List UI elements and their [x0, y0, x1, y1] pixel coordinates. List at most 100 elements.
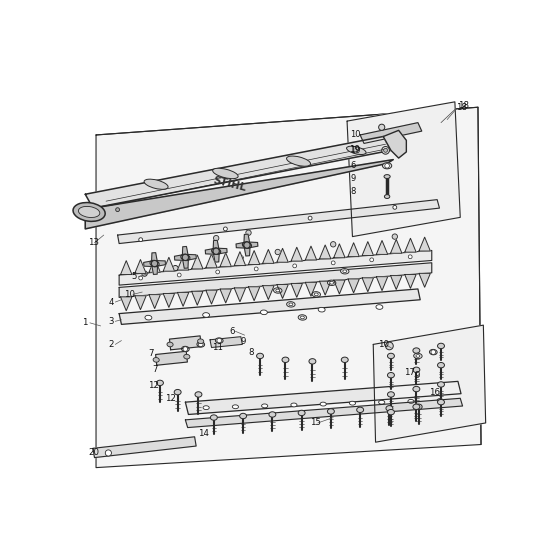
- Text: 4: 4: [109, 297, 114, 306]
- Text: 7: 7: [148, 349, 154, 358]
- Ellipse shape: [145, 315, 152, 320]
- Ellipse shape: [289, 303, 293, 306]
- Ellipse shape: [382, 162, 392, 169]
- Text: 5: 5: [132, 272, 137, 281]
- Polygon shape: [185, 381, 461, 414]
- Ellipse shape: [287, 156, 311, 166]
- Polygon shape: [419, 237, 430, 251]
- Circle shape: [172, 265, 178, 271]
- Polygon shape: [135, 296, 146, 310]
- Circle shape: [216, 270, 220, 274]
- Ellipse shape: [379, 400, 385, 404]
- Polygon shape: [206, 290, 217, 304]
- Ellipse shape: [198, 339, 204, 344]
- Polygon shape: [405, 239, 416, 252]
- Polygon shape: [120, 297, 132, 311]
- Text: 19: 19: [350, 146, 361, 155]
- Polygon shape: [383, 130, 407, 158]
- Polygon shape: [244, 245, 250, 256]
- Ellipse shape: [388, 353, 394, 358]
- Polygon shape: [405, 274, 416, 288]
- Polygon shape: [210, 337, 242, 347]
- Ellipse shape: [414, 353, 422, 358]
- Polygon shape: [85, 160, 393, 229]
- Ellipse shape: [341, 357, 348, 362]
- Polygon shape: [348, 279, 360, 293]
- Polygon shape: [236, 242, 247, 248]
- Circle shape: [385, 342, 393, 350]
- Polygon shape: [185, 398, 463, 428]
- Ellipse shape: [328, 280, 336, 286]
- Ellipse shape: [388, 372, 394, 378]
- Text: 7: 7: [152, 365, 158, 374]
- Circle shape: [332, 261, 335, 265]
- Ellipse shape: [167, 342, 173, 347]
- Ellipse shape: [349, 402, 356, 405]
- Text: 10: 10: [124, 290, 135, 299]
- Polygon shape: [192, 291, 203, 305]
- Polygon shape: [244, 234, 250, 245]
- Polygon shape: [347, 102, 460, 237]
- Text: 13: 13: [88, 238, 99, 248]
- Ellipse shape: [413, 348, 420, 353]
- Text: 18: 18: [456, 102, 468, 112]
- Polygon shape: [206, 248, 216, 254]
- Polygon shape: [320, 281, 331, 295]
- Circle shape: [379, 124, 385, 130]
- Text: 6: 6: [229, 327, 235, 336]
- Circle shape: [151, 260, 158, 267]
- Circle shape: [293, 264, 297, 268]
- Polygon shape: [220, 289, 231, 303]
- Polygon shape: [183, 246, 188, 258]
- Ellipse shape: [203, 312, 209, 318]
- Ellipse shape: [376, 305, 383, 309]
- Ellipse shape: [197, 342, 204, 347]
- Ellipse shape: [276, 289, 279, 292]
- Polygon shape: [192, 255, 203, 269]
- Ellipse shape: [240, 413, 246, 419]
- Polygon shape: [206, 254, 217, 268]
- Ellipse shape: [144, 179, 168, 189]
- Polygon shape: [419, 273, 430, 287]
- Ellipse shape: [181, 346, 189, 352]
- Circle shape: [139, 238, 143, 241]
- Ellipse shape: [437, 343, 445, 349]
- Text: 1: 1: [82, 318, 88, 328]
- Text: 12: 12: [165, 394, 176, 403]
- Ellipse shape: [388, 392, 394, 397]
- Ellipse shape: [262, 404, 268, 408]
- Polygon shape: [334, 244, 345, 258]
- Text: 11: 11: [212, 343, 222, 352]
- Polygon shape: [390, 276, 402, 290]
- Ellipse shape: [413, 386, 420, 392]
- Polygon shape: [362, 278, 374, 292]
- Text: 18: 18: [458, 101, 469, 110]
- Text: 2: 2: [109, 340, 114, 349]
- Circle shape: [384, 148, 388, 152]
- Ellipse shape: [343, 270, 347, 273]
- Circle shape: [393, 206, 396, 209]
- Ellipse shape: [287, 302, 295, 307]
- Ellipse shape: [309, 358, 316, 364]
- Text: 9: 9: [241, 337, 246, 346]
- Text: 15: 15: [310, 418, 321, 427]
- Polygon shape: [320, 245, 331, 259]
- Circle shape: [382, 147, 389, 154]
- Circle shape: [308, 216, 312, 220]
- Polygon shape: [155, 260, 165, 267]
- Ellipse shape: [211, 415, 217, 420]
- Ellipse shape: [153, 357, 159, 362]
- Ellipse shape: [384, 175, 390, 179]
- Polygon shape: [249, 251, 260, 264]
- Ellipse shape: [181, 254, 190, 260]
- Circle shape: [223, 227, 227, 231]
- Polygon shape: [119, 263, 432, 297]
- Ellipse shape: [260, 310, 267, 315]
- Text: 9: 9: [350, 174, 356, 183]
- Polygon shape: [263, 286, 274, 300]
- Circle shape: [142, 271, 147, 276]
- Polygon shape: [149, 295, 160, 309]
- Polygon shape: [152, 263, 157, 274]
- Polygon shape: [178, 256, 189, 270]
- Ellipse shape: [256, 353, 264, 358]
